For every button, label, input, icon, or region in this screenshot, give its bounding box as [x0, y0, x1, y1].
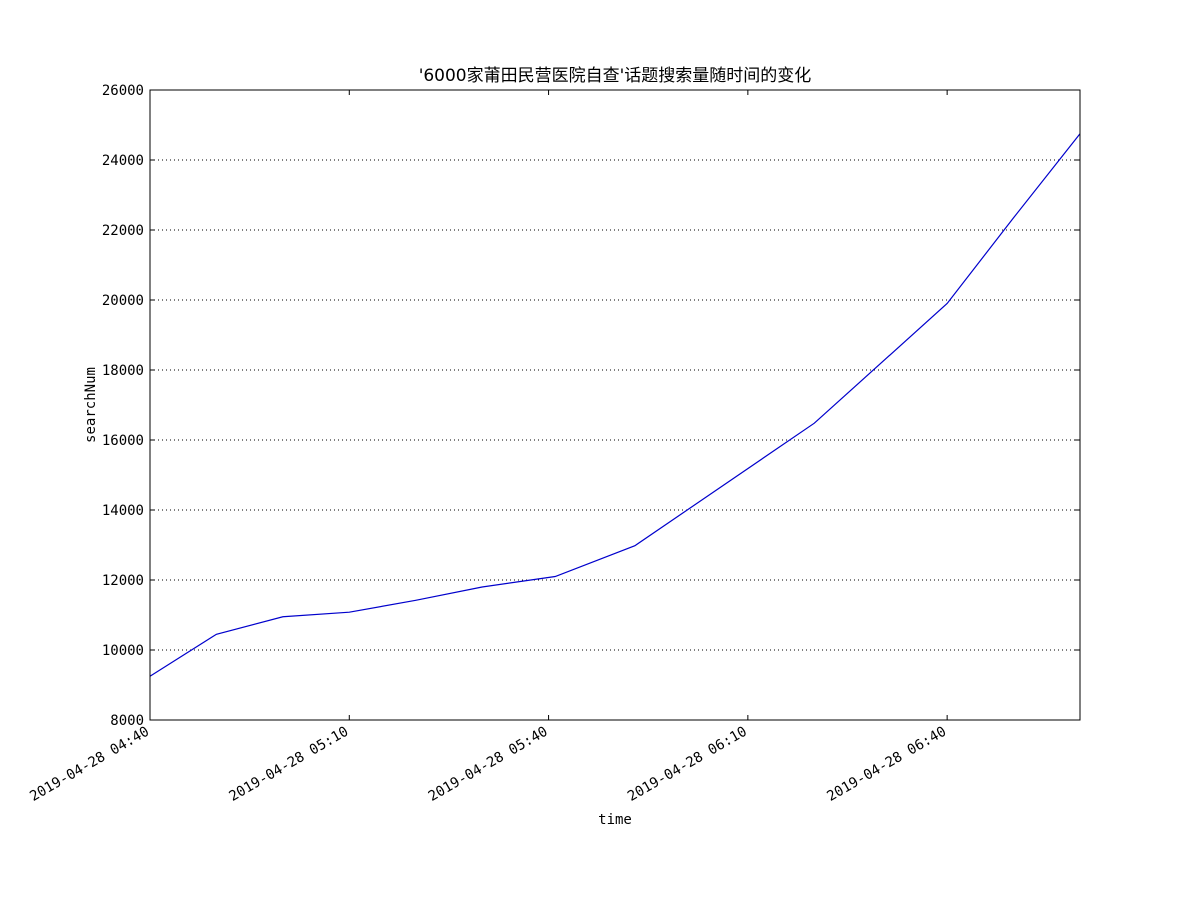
x-tick-label: 2019-04-28 05:10 — [226, 724, 351, 805]
x-tick-label: 2019-04-28 04:40 — [27, 724, 152, 805]
x-tick-label: 2019-04-28 05:40 — [426, 724, 551, 805]
x-axis-label: time — [598, 812, 632, 828]
y-tick-label: 26000 — [102, 83, 144, 99]
series-group — [149, 133, 1081, 677]
y-tick-label: 18000 — [102, 363, 144, 379]
x-tick-label: 2019-04-28 06:10 — [625, 724, 750, 805]
y-tick-label: 8000 — [110, 713, 144, 729]
y-tick-label: 14000 — [102, 503, 144, 519]
x-axis-ticks: 2019-04-28 04:40 2019-04-28 05:10 2019-04-… — [27, 90, 949, 805]
plot-frame — [149, 89, 1081, 721]
y-axis-ticks: 8000 10000 12000 14000 16000 18000 20000 22000 2… — [102, 83, 1080, 729]
chart-title: '6000家莆田民营医院自查'话题搜索量随时间的变化 — [419, 66, 812, 86]
y-axis-label: searchNum — [83, 367, 99, 443]
x-tick-label: 2019-04-28 06:40 — [824, 724, 949, 805]
y-tick-label: 10000 — [102, 643, 144, 659]
y-tick-label: 24000 — [102, 153, 144, 169]
y-tick-label: 20000 — [102, 293, 144, 309]
grid-lines — [150, 159, 1080, 651]
series-line — [149, 133, 1081, 677]
y-tick-label: 16000 — [102, 433, 144, 449]
y-tick-label: 22000 — [102, 223, 144, 239]
y-tick-label: 12000 — [102, 573, 144, 589]
